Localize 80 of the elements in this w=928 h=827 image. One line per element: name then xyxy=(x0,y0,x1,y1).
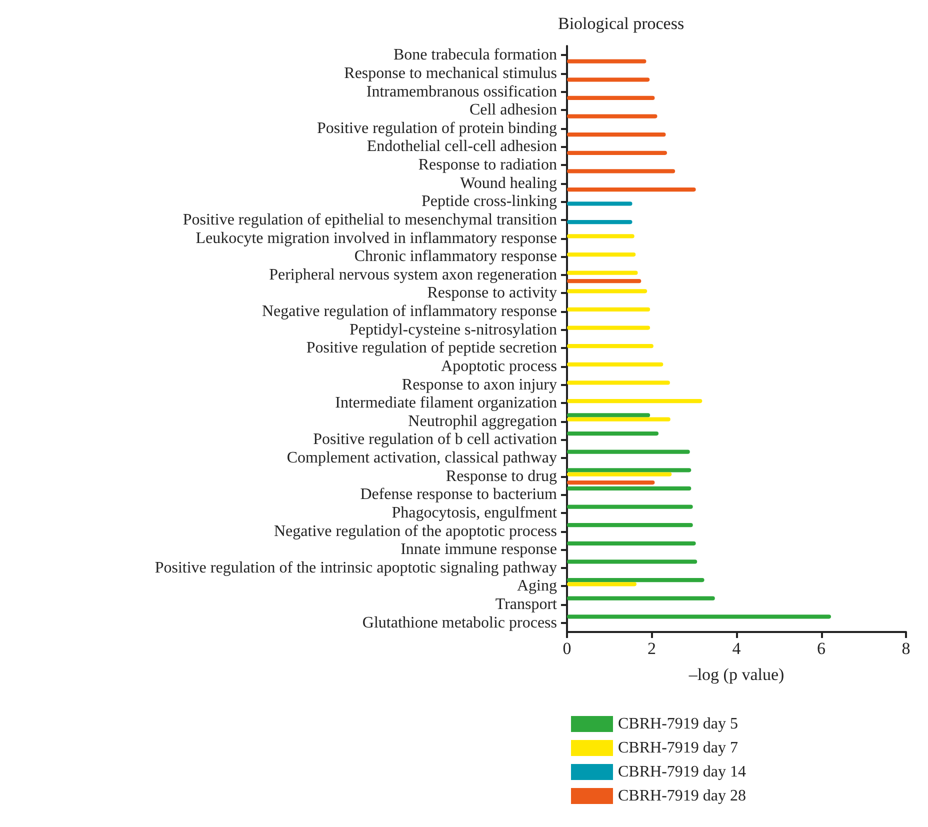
y-tick-label: Peptide cross-linking xyxy=(421,193,557,210)
y-tick-label: Positive regulation of protein binding xyxy=(317,120,557,137)
x-tick-label: 4 xyxy=(732,639,742,658)
x-axis-title: –log (p value) xyxy=(688,665,784,684)
bar xyxy=(567,582,636,586)
legend-label: CBRH-7919 day 7 xyxy=(618,740,738,756)
bar xyxy=(567,279,642,284)
y-tick-label: Bone trabecula formation xyxy=(394,46,557,64)
y-tick-label: Phagocytosis, engulfment xyxy=(392,504,558,522)
y-tick-label: Peptidyl-cysteine s-nitrosylation xyxy=(349,321,557,338)
bar xyxy=(567,220,632,224)
bar xyxy=(567,541,696,546)
y-tick-label: Response to drug xyxy=(446,468,557,485)
x-tick-label: 6 xyxy=(817,639,826,658)
y-tick-label: Positive regulation of peptide secretion xyxy=(306,340,557,357)
y-tick-label: Response to activity xyxy=(427,284,557,302)
bar xyxy=(567,504,693,509)
x-tick-label: 8 xyxy=(902,639,910,658)
bar xyxy=(567,59,646,64)
y-tick-label: Endothelial cell-cell adhesion xyxy=(366,138,557,156)
bar xyxy=(567,252,636,257)
bar xyxy=(567,96,655,100)
bar xyxy=(567,132,666,137)
bar xyxy=(567,578,704,582)
bar xyxy=(567,78,650,82)
y-tick-label: Peripheral nervous system axon regeneration xyxy=(269,266,557,284)
legend-label: CBRH-7919 day 14 xyxy=(618,764,746,780)
y-tick-label: Negative regulation of the apoptotic process xyxy=(274,522,557,540)
y-tick-label: Chronic inflammatory response xyxy=(354,248,557,266)
y-tick-label: Response to mechanical stimulus xyxy=(344,64,557,82)
bar xyxy=(567,307,650,312)
y-tick-label: Transport xyxy=(495,596,558,614)
x-tick-label: 0 xyxy=(562,639,572,658)
bar xyxy=(567,234,634,238)
bar xyxy=(567,326,650,330)
x-tick-label: 2 xyxy=(648,639,656,658)
bar xyxy=(567,468,692,472)
bar xyxy=(567,114,658,118)
bar xyxy=(567,523,693,528)
bar xyxy=(567,431,659,436)
bar xyxy=(567,560,698,564)
bar xyxy=(567,417,670,422)
bar xyxy=(567,480,655,485)
legend-label: CBRH-7919 day 28 xyxy=(618,788,746,804)
bar xyxy=(567,596,715,600)
y-tick-label: Response to radiation xyxy=(418,156,557,174)
y-tick-label: Aging xyxy=(517,578,557,595)
y-tick-label: Positive regulation of the intrinsic apoptotic signaling pathway xyxy=(154,559,557,576)
bar xyxy=(567,614,831,619)
y-tick-label: Glutathione metabolic process xyxy=(362,614,557,632)
y-tick-label: Neutrophil aggregation xyxy=(408,412,557,430)
y-tick-label: Defense response to bacterium xyxy=(360,486,558,504)
bar xyxy=(567,344,654,348)
y-tick-label: Apoptotic process xyxy=(441,358,557,375)
bar xyxy=(567,202,632,206)
bar xyxy=(567,398,702,404)
bar xyxy=(567,187,696,192)
bar xyxy=(567,289,648,294)
y-tick-label: Intramembranous ossification xyxy=(366,83,557,100)
y-tick-label: Cell adhesion xyxy=(469,102,557,119)
bar xyxy=(567,450,690,454)
chart-title: Biological process xyxy=(558,14,684,33)
bar xyxy=(567,150,668,155)
bar xyxy=(567,169,676,174)
bar xyxy=(567,472,672,476)
bar xyxy=(567,486,692,491)
y-tick-label: Response to axon injury xyxy=(402,376,557,394)
bar xyxy=(567,362,664,366)
y-tick-label: Wound healing xyxy=(460,174,557,192)
y-tick-label: Negative regulation of inflammatory response xyxy=(262,303,557,320)
y-tick-label: Intermediate filament organization xyxy=(335,394,557,412)
y-tick-label: Innate immune response xyxy=(400,541,557,558)
y-tick-label: Leukocyte migration involved in inflammatory response xyxy=(196,230,557,247)
y-tick-label: Positive regulation of epithelial to mesenchymal transition xyxy=(182,211,557,228)
y-tick-label: Positive regulation of b cell activation xyxy=(313,431,557,448)
legend-label: CBRH-7919 day 5 xyxy=(618,716,738,732)
y-tick-label: Complement activation, classical pathway xyxy=(286,450,557,467)
bar xyxy=(567,270,638,275)
bar xyxy=(567,380,670,385)
bar xyxy=(567,413,650,418)
